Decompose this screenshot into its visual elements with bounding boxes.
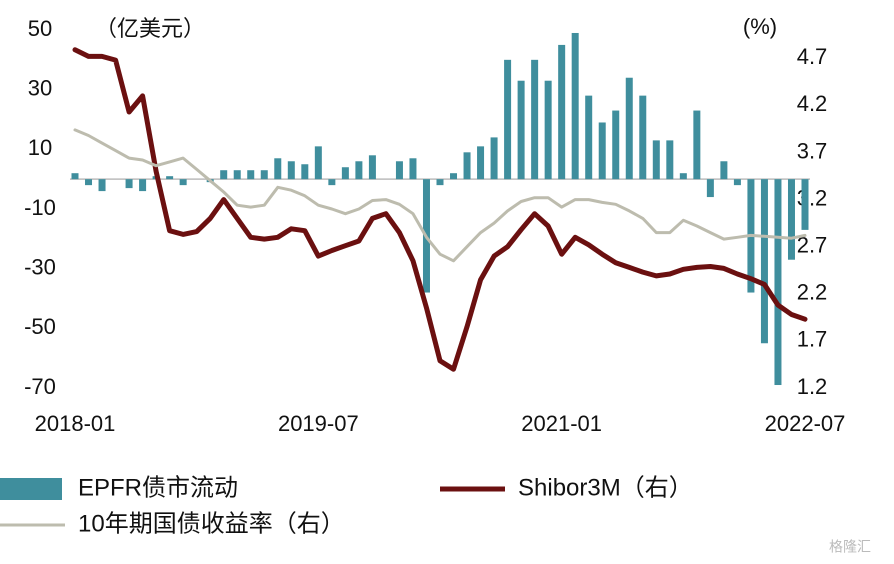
bar <box>260 170 268 180</box>
bar <box>395 161 403 180</box>
bar <box>531 59 539 180</box>
bar <box>477 146 485 180</box>
bar <box>801 179 809 230</box>
bar <box>544 80 552 180</box>
y2-tick-label: 4.7 <box>797 44 828 69</box>
bar <box>450 173 458 180</box>
bar <box>679 173 687 180</box>
bar <box>233 170 241 180</box>
y-tick-label: 10 <box>28 135 52 160</box>
bar <box>287 161 295 180</box>
bar <box>585 95 593 180</box>
bar <box>314 146 322 180</box>
bar <box>71 173 79 180</box>
bar <box>125 179 133 189</box>
bar <box>558 44 566 180</box>
x-tick-label: 2021-01 <box>521 411 602 436</box>
bar <box>274 158 282 180</box>
bar <box>301 164 309 180</box>
y-tick-label: -50 <box>24 314 56 339</box>
bar <box>787 179 795 260</box>
bar <box>436 179 444 186</box>
legend-label: Shibor3M（右） <box>518 474 693 501</box>
bar <box>517 80 525 180</box>
bar <box>652 140 660 180</box>
y-tick-label: 50 <box>28 16 52 41</box>
bar <box>490 137 498 180</box>
bar <box>85 179 93 186</box>
bar <box>247 170 255 180</box>
y-tick-label: -30 <box>24 254 56 279</box>
bar <box>220 170 228 180</box>
bar <box>463 152 471 180</box>
y-axis-label: （亿美元） <box>95 16 205 41</box>
bar <box>720 161 728 180</box>
bar <box>571 32 579 180</box>
y-tick-label: -10 <box>24 195 56 220</box>
watermark: 格隆汇 <box>829 539 871 555</box>
bar <box>409 158 417 180</box>
bar <box>355 161 363 180</box>
bar <box>760 179 768 344</box>
legend-label: EPFR债市流动 <box>78 474 238 501</box>
x-tick-label: 2019-07 <box>278 411 359 436</box>
bar <box>179 179 187 186</box>
bar <box>612 110 620 180</box>
y2-tick-label: 1.7 <box>797 327 828 352</box>
y-tick-label: -70 <box>24 374 56 399</box>
y2-tick-label: 3.2 <box>797 185 828 210</box>
y2-tick-label: 1.2 <box>797 374 828 399</box>
x-tick-label: 2018-01 <box>35 411 116 436</box>
x-tick-label: 2022-07 <box>765 411 846 436</box>
y2-tick-label: 2.2 <box>797 280 828 305</box>
y-tick-label: 30 <box>28 75 52 100</box>
line <box>72 47 808 372</box>
y2-tick-label: 3.7 <box>797 138 828 163</box>
bar <box>639 95 647 180</box>
bar <box>693 110 701 180</box>
bar <box>733 179 741 186</box>
bar <box>666 140 674 180</box>
bar <box>328 179 336 186</box>
bar <box>598 122 606 180</box>
bar <box>368 155 376 180</box>
bar <box>625 77 633 180</box>
bar <box>774 179 782 386</box>
bar <box>98 179 106 192</box>
legend-label: 10年期国债收益率（右） <box>78 510 345 537</box>
bar <box>139 179 147 192</box>
line <box>73 128 807 263</box>
y2-tick-label: 4.2 <box>797 91 828 116</box>
bar <box>504 59 512 180</box>
bar <box>166 176 174 180</box>
bar <box>706 179 714 198</box>
bar <box>341 167 349 180</box>
y2-axis-label: (%) <box>743 14 777 39</box>
legend-swatch <box>0 478 62 500</box>
